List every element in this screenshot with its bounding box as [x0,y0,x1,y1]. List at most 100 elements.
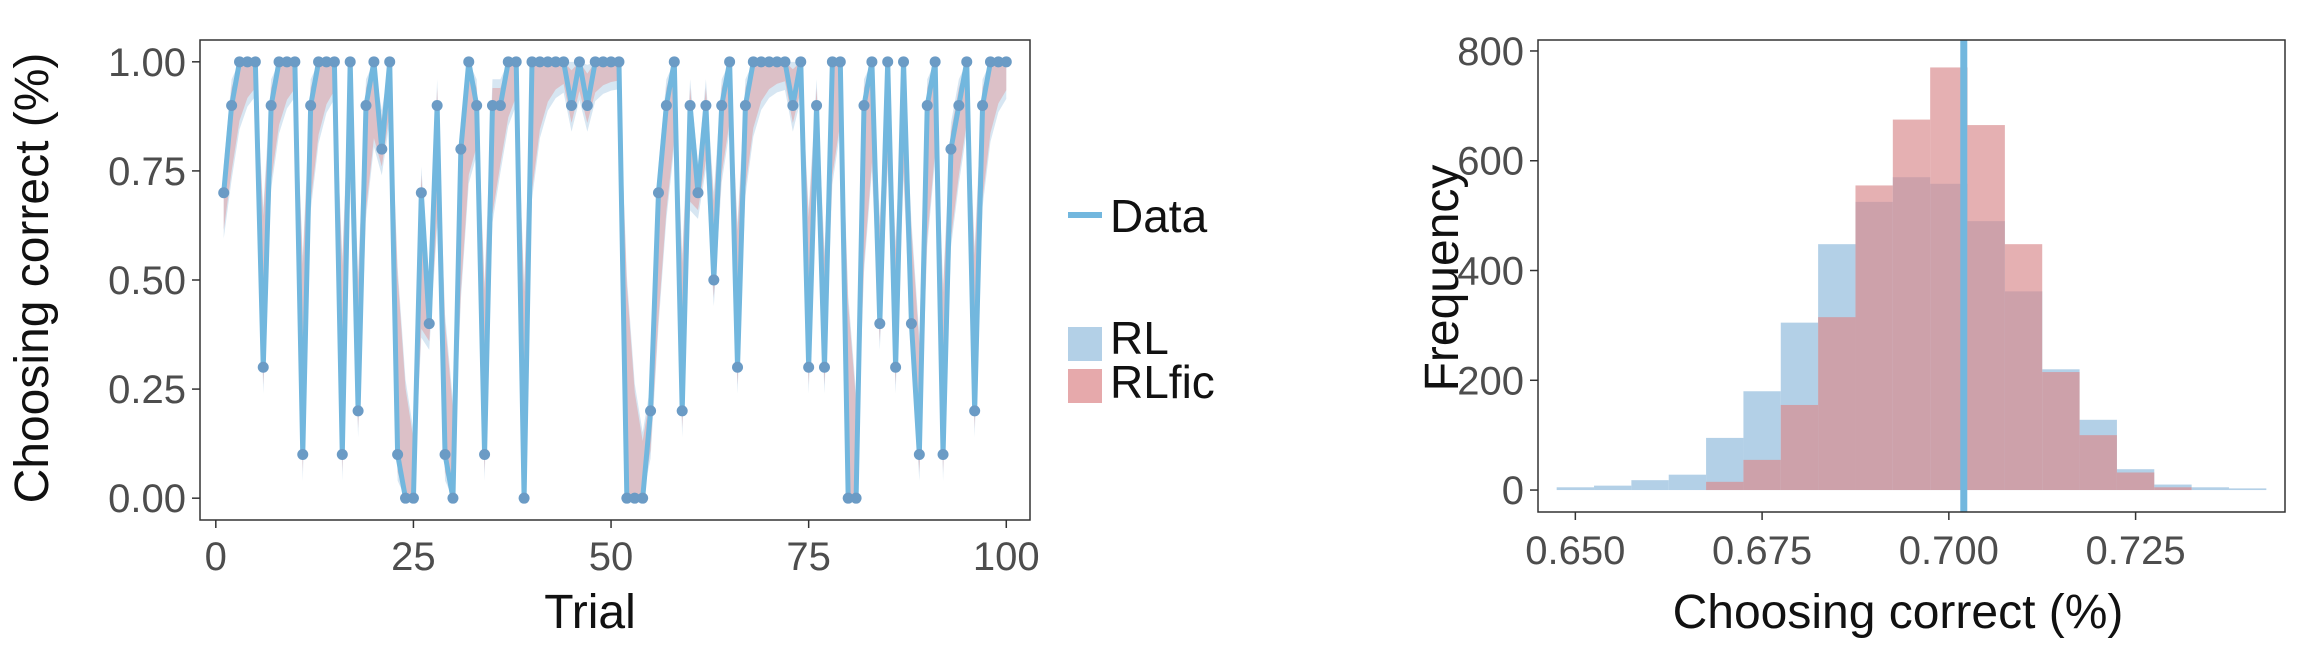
data-point [415,187,427,199]
y-tick-label: 0.00 [108,477,186,521]
legend-rl-label: RL [1110,312,1169,364]
data-point [684,99,696,111]
data-point [400,492,412,504]
data-point [621,492,633,504]
data-point [589,56,601,68]
frequency-histogram: 0.650 0.675 0.700 0.725 0 200 400 600 800 Choos… [1416,30,2286,639]
data-point [937,449,949,461]
data-point [281,56,293,68]
data-point [313,56,325,68]
data-point [953,99,965,111]
data-point [921,99,933,111]
rlfic-bar [1743,459,1781,491]
rlfic-bar [1706,481,1744,491]
data-line [221,59,1007,501]
rl-bar [1668,474,1707,491]
data-point [273,56,285,68]
left-y-ticks: 0.00 0.25 0.50 0.75 1.00 [108,41,200,521]
y-tick-label: 1.00 [108,41,186,85]
data-point [1000,56,1012,68]
data-point [526,56,538,68]
rl-bar [2191,487,2229,491]
data-point [945,143,957,155]
data-point [700,99,712,111]
data-point [874,318,886,330]
y-tick-label: 0 [1502,469,1524,513]
data-point [637,492,649,504]
data-point [890,361,902,373]
data-point [423,318,435,330]
data-point [613,56,625,68]
rlfic-bar [1892,119,1931,491]
data-point [376,143,388,155]
rlfic-bar [2004,244,2043,491]
data-point [913,449,925,461]
data-point [597,56,609,68]
data-point [732,361,744,373]
data-point [471,99,483,111]
data-point [486,99,498,111]
data-point [771,56,783,68]
data-point [455,143,467,155]
data-point [882,56,894,68]
data-point [265,99,277,111]
data-points-layer [218,56,1012,504]
right-x-axis-label: Choosing correct (%) [1673,586,2124,639]
data-point [226,99,238,111]
right-y-axis-label: Frequency [1416,165,1469,392]
data-point [858,99,870,111]
y-tick-label: 0.25 [108,368,186,412]
data-point [534,56,546,68]
data-point [328,56,340,68]
rl-bar [2154,484,2192,491]
data-point [360,99,372,111]
data-point [384,56,396,68]
data-point [763,56,775,68]
rlfic-bar [1855,185,1893,491]
data-point [755,56,767,68]
data-point [977,99,989,111]
data-point [850,492,862,504]
data-point [558,56,570,68]
data-point [241,56,253,68]
y-tick-label: 0.50 [108,259,186,303]
left-x-ticks: 0 25 50 75 100 [205,520,1040,579]
rlfic-bar [2116,472,2155,491]
x-tick-label: 25 [391,535,436,579]
data-point [447,492,459,504]
left-y-axis-label: Choosing correct (%) [6,53,59,504]
data-point [676,405,688,417]
data-point [218,187,230,199]
data-point [344,56,356,68]
rlfic-bar [2042,372,2080,491]
data-point [842,492,854,504]
data-point [368,56,380,68]
rlfic-bar [2154,487,2192,491]
data-point [550,56,562,68]
data-point [289,56,301,68]
y-tick-label: 400 [1457,250,1524,294]
right-plot-frame [1537,39,2286,513]
data-line-layer [221,59,1007,501]
data-point [249,56,261,68]
data-point [739,99,751,111]
data-point [724,56,736,68]
rl-bar [2228,488,2267,491]
data-point [652,187,664,199]
data-point [542,56,554,68]
data-point [668,56,680,68]
data-point [984,56,996,68]
data-point [352,405,364,417]
data-point [510,56,522,68]
rlfic-bar [2079,435,2117,491]
data-point [305,99,317,111]
y-tick-label: 600 [1457,140,1524,184]
data-point [866,56,878,68]
data-point [336,449,348,461]
rlfic-bar [1780,404,1819,491]
rlfic-bar [1967,125,2005,491]
x-tick-label: 0.725 [2086,529,2186,573]
data-point [834,56,846,68]
left-x-axis-label: Trial [544,586,636,639]
data-point [605,56,617,68]
